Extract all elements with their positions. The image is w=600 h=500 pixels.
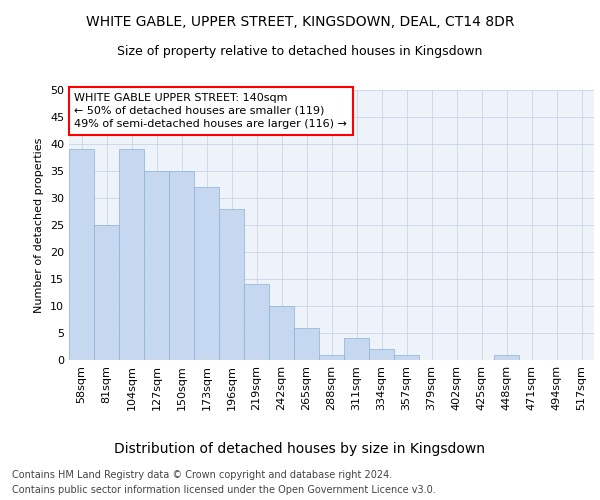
Bar	[194, 187, 219, 360]
Bar	[94, 225, 119, 360]
Y-axis label: Number of detached properties: Number of detached properties	[34, 138, 44, 312]
Bar	[319, 354, 344, 360]
Bar	[169, 171, 194, 360]
Bar	[394, 354, 419, 360]
Text: Size of property relative to detached houses in Kingsdown: Size of property relative to detached ho…	[118, 45, 482, 58]
Text: Distribution of detached houses by size in Kingsdown: Distribution of detached houses by size …	[115, 442, 485, 456]
Bar	[119, 150, 144, 360]
Bar	[494, 354, 519, 360]
Text: Contains public sector information licensed under the Open Government Licence v3: Contains public sector information licen…	[12, 485, 436, 495]
Bar	[144, 171, 169, 360]
Text: Contains HM Land Registry data © Crown copyright and database right 2024.: Contains HM Land Registry data © Crown c…	[12, 470, 392, 480]
Bar	[269, 306, 294, 360]
Bar	[369, 349, 394, 360]
Bar	[244, 284, 269, 360]
Bar	[294, 328, 319, 360]
Bar	[219, 209, 244, 360]
Bar	[344, 338, 369, 360]
Text: WHITE GABLE UPPER STREET: 140sqm
← 50% of detached houses are smaller (119)
49% : WHITE GABLE UPPER STREET: 140sqm ← 50% o…	[74, 92, 347, 129]
Text: WHITE GABLE, UPPER STREET, KINGSDOWN, DEAL, CT14 8DR: WHITE GABLE, UPPER STREET, KINGSDOWN, DE…	[86, 15, 514, 29]
Bar	[69, 150, 94, 360]
